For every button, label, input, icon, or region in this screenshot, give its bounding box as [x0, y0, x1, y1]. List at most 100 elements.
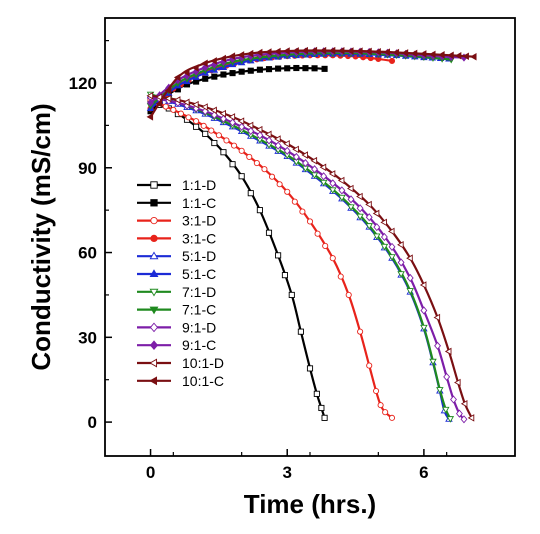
data-point — [469, 52, 477, 61]
data-point — [256, 131, 264, 140]
data-point — [434, 341, 442, 350]
legend-label: 10:1-D — [182, 355, 224, 371]
data-point — [388, 254, 396, 261]
series-layer — [146, 46, 477, 424]
data-point — [219, 54, 226, 63]
data-point — [265, 229, 273, 236]
data-point — [264, 130, 272, 139]
legend-entry: 9:1-C — [137, 337, 216, 353]
data-point — [238, 122, 246, 131]
data-point — [345, 291, 352, 298]
data-point — [297, 328, 304, 335]
legend-entry: 3:1-D — [137, 213, 216, 229]
data-point — [420, 306, 428, 315]
data-point — [283, 47, 290, 55]
series-9-1-d — [147, 93, 468, 424]
data-point — [310, 156, 318, 165]
legend-marker — [150, 216, 158, 225]
legend-marker — [149, 376, 158, 386]
data-point — [299, 208, 306, 215]
data-point — [311, 65, 318, 72]
legend-label: 10:1-C — [182, 373, 224, 389]
data-point — [444, 347, 452, 356]
data-point — [228, 113, 236, 121]
data-point — [182, 68, 190, 77]
data-point — [306, 365, 314, 372]
data-point — [164, 94, 172, 103]
y-tick-label: 120 — [69, 74, 97, 93]
data-point — [380, 218, 387, 227]
data-point — [306, 218, 314, 225]
plot-frame — [104, 17, 516, 457]
data-point — [397, 271, 405, 278]
data-point — [373, 233, 381, 241]
data-point — [397, 258, 405, 267]
legend-marker — [150, 181, 158, 189]
data-point — [185, 114, 192, 121]
data-point — [265, 136, 273, 145]
data-point — [347, 195, 355, 204]
legend: 1:1-D 1:1-C 3:1-D3:1-C 5:1-D 5:1-C 7:1-D 7:1-C… — [137, 177, 224, 389]
data-point — [311, 165, 319, 174]
data-point — [247, 67, 254, 74]
data-point — [320, 172, 328, 181]
data-point — [365, 213, 373, 222]
data-point — [274, 47, 281, 56]
data-point — [338, 194, 346, 202]
data-point — [238, 68, 245, 75]
data-point — [337, 176, 345, 185]
data-point — [288, 291, 295, 298]
legend-label: 1:1-D — [182, 177, 216, 193]
data-point — [147, 98, 155, 107]
data-point — [177, 110, 184, 117]
data-point — [237, 117, 245, 125]
data-point — [388, 414, 396, 421]
data-point — [419, 281, 427, 289]
data-point — [401, 49, 409, 57]
legend-entry: 1:1-C — [137, 195, 216, 211]
data-point — [268, 173, 276, 180]
series-10-1-d — [146, 91, 475, 422]
data-point — [454, 52, 462, 60]
data-point — [292, 145, 299, 154]
data-point — [164, 86, 172, 95]
data-point — [192, 64, 199, 72]
data-point — [388, 242, 396, 251]
data-point — [429, 358, 437, 366]
data-point — [210, 106, 217, 115]
data-point — [301, 158, 309, 168]
data-point — [328, 170, 336, 178]
data-point — [301, 151, 308, 159]
data-point — [329, 187, 337, 194]
legend-label: 9:1-D — [182, 319, 216, 335]
data-point — [229, 118, 237, 127]
legend-entry: 3:1-C — [137, 230, 216, 246]
data-point — [329, 255, 336, 262]
data-point — [283, 146, 291, 155]
data-point — [347, 204, 355, 211]
data-point — [210, 110, 218, 120]
data-point — [246, 153, 253, 160]
data-point — [219, 114, 227, 123]
data-point — [366, 362, 373, 369]
data-point — [455, 409, 463, 418]
data-point — [310, 46, 318, 55]
data-point — [301, 46, 308, 55]
data-point — [382, 409, 389, 416]
data-point — [329, 179, 337, 188]
data-point — [338, 186, 346, 195]
data-point — [173, 73, 181, 82]
data-point — [284, 188, 291, 195]
data-point — [374, 47, 381, 56]
data-point — [467, 414, 475, 422]
data-point — [346, 47, 354, 55]
data-point — [419, 50, 427, 58]
data-point — [255, 125, 263, 134]
x-tick-label: 3 — [282, 463, 291, 482]
data-point — [365, 200, 372, 209]
data-point — [211, 139, 218, 147]
legend-entry: 9:1-D — [137, 319, 216, 335]
data-point — [321, 65, 328, 72]
data-point — [182, 98, 190, 107]
